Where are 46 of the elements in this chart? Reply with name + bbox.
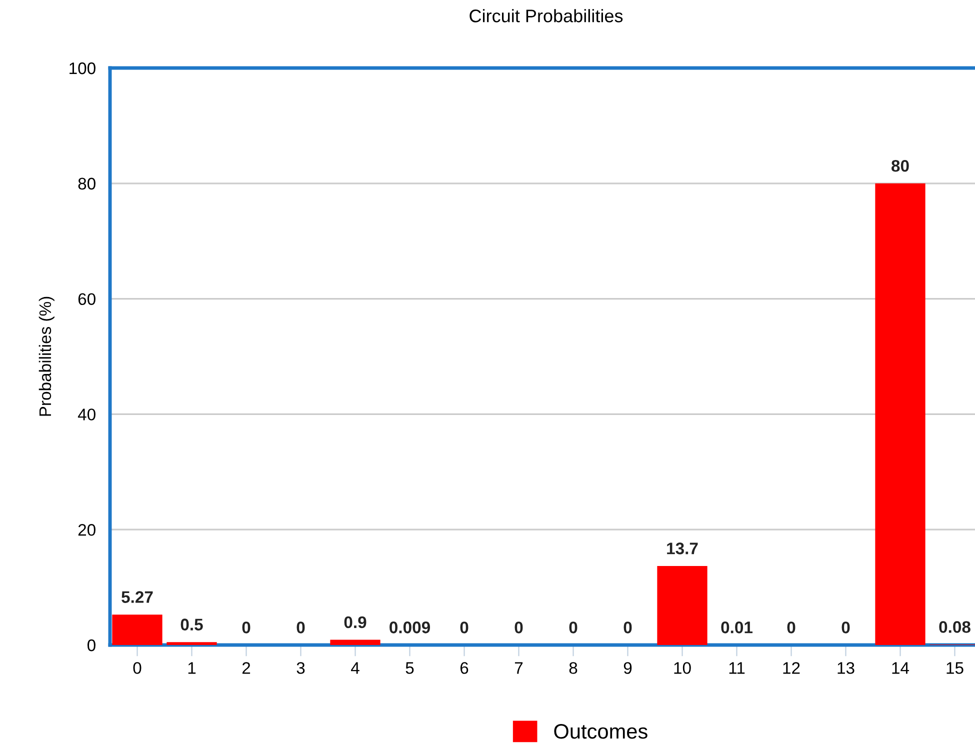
x-tick-label: 10 bbox=[674, 662, 691, 674]
data-label: 0 bbox=[514, 622, 523, 634]
data-label: 80 bbox=[892, 160, 909, 172]
y-tick-label: 80 bbox=[78, 178, 96, 190]
bar bbox=[112, 614, 162, 645]
x-tick-label: 12 bbox=[783, 662, 800, 674]
x-tick-label: 6 bbox=[460, 662, 468, 674]
y-axis-title: Probabilities (%) bbox=[38, 296, 54, 416]
bar bbox=[330, 640, 380, 645]
data-label: 0 bbox=[569, 622, 578, 634]
x-tick-label: 9 bbox=[624, 662, 632, 674]
x-tick-label: 4 bbox=[351, 662, 360, 674]
x-tick-label: 3 bbox=[296, 662, 305, 674]
x-tick-label: 7 bbox=[514, 662, 523, 674]
data-label: 0 bbox=[296, 622, 305, 634]
data-label: 0 bbox=[242, 622, 250, 634]
x-tick-label: 14 bbox=[892, 662, 910, 674]
data-label: 0 bbox=[842, 622, 850, 634]
data-label: 0.5 bbox=[180, 618, 203, 630]
bar bbox=[166, 642, 217, 645]
x-tick-label: 15 bbox=[946, 662, 964, 674]
x-tick-label: 0 bbox=[133, 662, 142, 674]
x-tick-label: 13 bbox=[838, 662, 854, 674]
bar bbox=[875, 183, 926, 645]
data-label: 0 bbox=[460, 622, 468, 634]
x-tick-label: 11 bbox=[729, 662, 745, 674]
data-label: 0 bbox=[787, 622, 796, 634]
data-label: 0.08 bbox=[939, 621, 970, 633]
data-label: 0.9 bbox=[344, 616, 366, 628]
legend-label: Outcomes bbox=[554, 724, 648, 739]
x-tick-label: 2 bbox=[242, 662, 250, 674]
x-tick-label: 5 bbox=[406, 662, 414, 674]
chart-title: Circuit Probabilities bbox=[470, 9, 623, 22]
y-tick-label: 60 bbox=[78, 293, 96, 306]
x-tick-label: 1 bbox=[188, 662, 196, 674]
y-tick-label: 100 bbox=[70, 62, 96, 74]
data-label: 0.009 bbox=[390, 622, 430, 634]
data-label: 0.01 bbox=[721, 622, 753, 634]
bar bbox=[657, 566, 708, 645]
data-label: 13.7 bbox=[667, 542, 698, 554]
data-label: 0 bbox=[624, 622, 632, 634]
x-tick-label: 8 bbox=[569, 662, 578, 674]
y-tick-label: 20 bbox=[78, 524, 96, 536]
y-tick-label: 40 bbox=[78, 408, 96, 420]
y-tick-label: 0 bbox=[87, 639, 96, 652]
data-label: 5.27 bbox=[122, 591, 153, 603]
